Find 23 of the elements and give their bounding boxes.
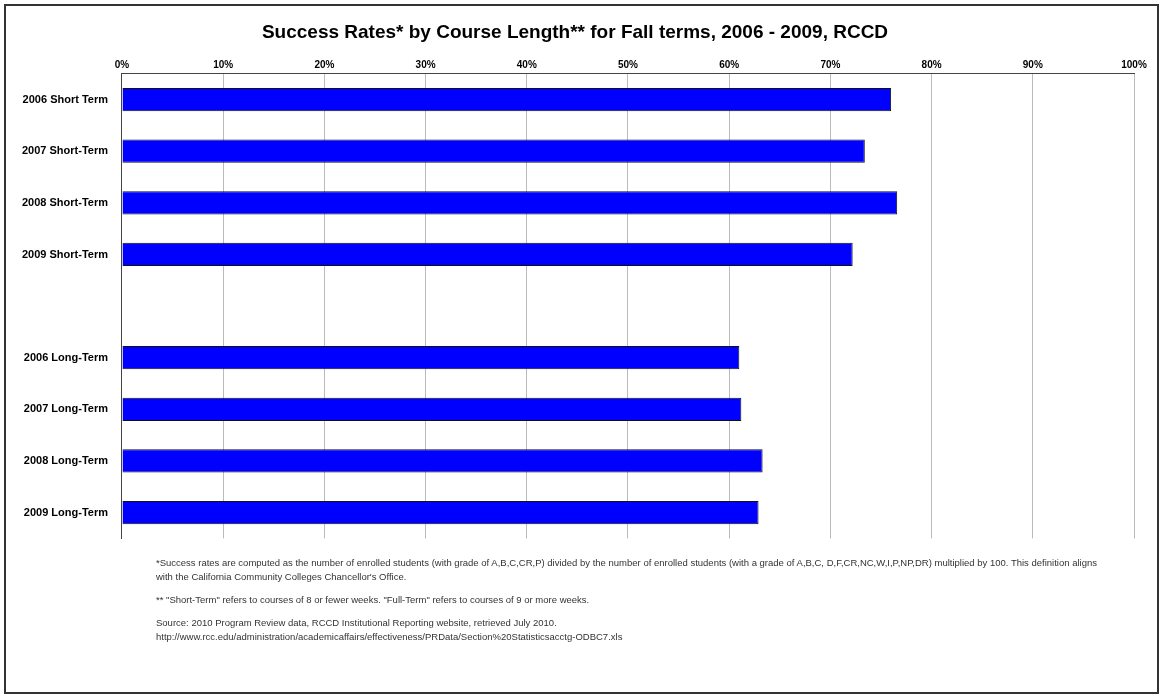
x-tick-label: 90% bbox=[1022, 58, 1043, 70]
x-tick-label: 10% bbox=[213, 58, 234, 70]
source-note: Source: 2010 Program Review data, RCCD Institutional Reporting website, retrieved July 2010. http://www.rcc.edu/administration/academicaffairs/effectiveness/PRData/Section%20Statisticsacctg-ODBC7.xls bbox=[156, 616, 624, 644]
y-tick-label: 2006 Long-Term bbox=[23, 350, 109, 363]
x-tick-label: 30% bbox=[415, 58, 436, 70]
x-tick-label: 50% bbox=[617, 58, 639, 70]
y-tick-label: 2006 Short Term bbox=[22, 92, 109, 105]
y-tick-label: 2009 Long-Term bbox=[23, 505, 109, 518]
x-tick-label: 80% bbox=[921, 58, 942, 70]
y-tick-label: 2009 Short-Term bbox=[21, 247, 109, 260]
chart-title: Success Rates* by Course Length** for Fall terms, 2006 - 2009, RCCD bbox=[261, 20, 889, 42]
y-tick-label: 2008 Long-Term bbox=[23, 454, 109, 466]
x-tick-label: 70% bbox=[820, 58, 841, 70]
text: ** "Short-Term" refers to courses of 8 or fewer weeks. "Full-Term" refers to courses of 9 or more weeks. bbox=[156, 593, 591, 607]
x-tick-label: 60% bbox=[719, 58, 740, 70]
y-tick-label: 2007 Long-Term bbox=[23, 402, 109, 415]
text: *Success rates are computed as the number of enrolled students (with grade of A,B,C,CR,P) divided by the number of enrolled students (with a grade of A,B,C, D,F,CR,NC,W,I,P,NP,DR) multiplied by 100. This definition aligns with the California Community Colleges Chancellor's Office. bbox=[156, 556, 1098, 584]
y-tick-label: 2007 Short-Term bbox=[21, 144, 109, 157]
x-tick-label: 0% bbox=[114, 58, 130, 70]
y-tick-label: 2008 Short-Term bbox=[21, 195, 109, 208]
x-tick-label: 20% bbox=[314, 58, 335, 70]
x-tick-label: 100% bbox=[1121, 58, 1147, 70]
x-tick-label: 40% bbox=[516, 58, 537, 70]
